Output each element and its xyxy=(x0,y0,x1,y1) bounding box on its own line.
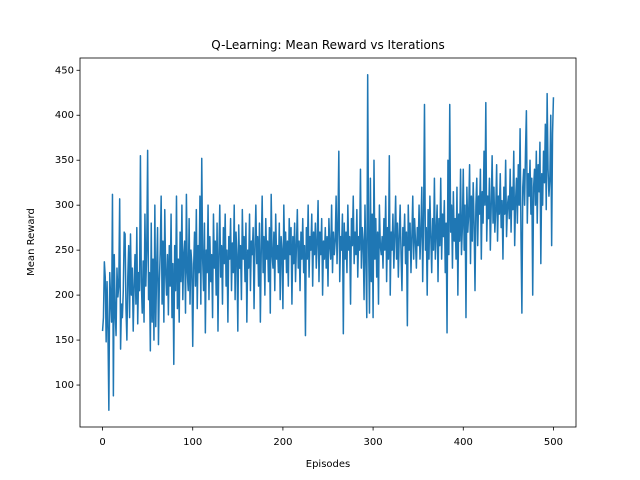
x-tick-label: 300 xyxy=(364,437,383,448)
y-tick-label: 350 xyxy=(55,155,74,166)
y-tick-label: 450 xyxy=(55,65,74,76)
x-tick-label: 100 xyxy=(183,437,202,448)
x-tick-label: 400 xyxy=(454,437,473,448)
y-tick-label: 300 xyxy=(55,200,74,211)
y-tick-label: 100 xyxy=(55,380,74,391)
y-tick-label: 250 xyxy=(55,245,74,256)
y-tick-label: 400 xyxy=(55,110,74,121)
y-tick-label: 200 xyxy=(55,290,74,301)
x-tick-label: 200 xyxy=(273,437,292,448)
x-axis-label: Episodes xyxy=(306,459,350,470)
x-tick-label: 500 xyxy=(544,437,563,448)
data-line xyxy=(101,74,555,411)
plot-frame xyxy=(79,57,577,428)
y-axis-label: Mean Reward xyxy=(26,208,37,276)
x-tick-label: 0 xyxy=(99,437,105,448)
y-tick-label: 150 xyxy=(55,335,74,346)
chart-title: Q-Learning: Mean Reward vs Iterations xyxy=(211,38,444,52)
